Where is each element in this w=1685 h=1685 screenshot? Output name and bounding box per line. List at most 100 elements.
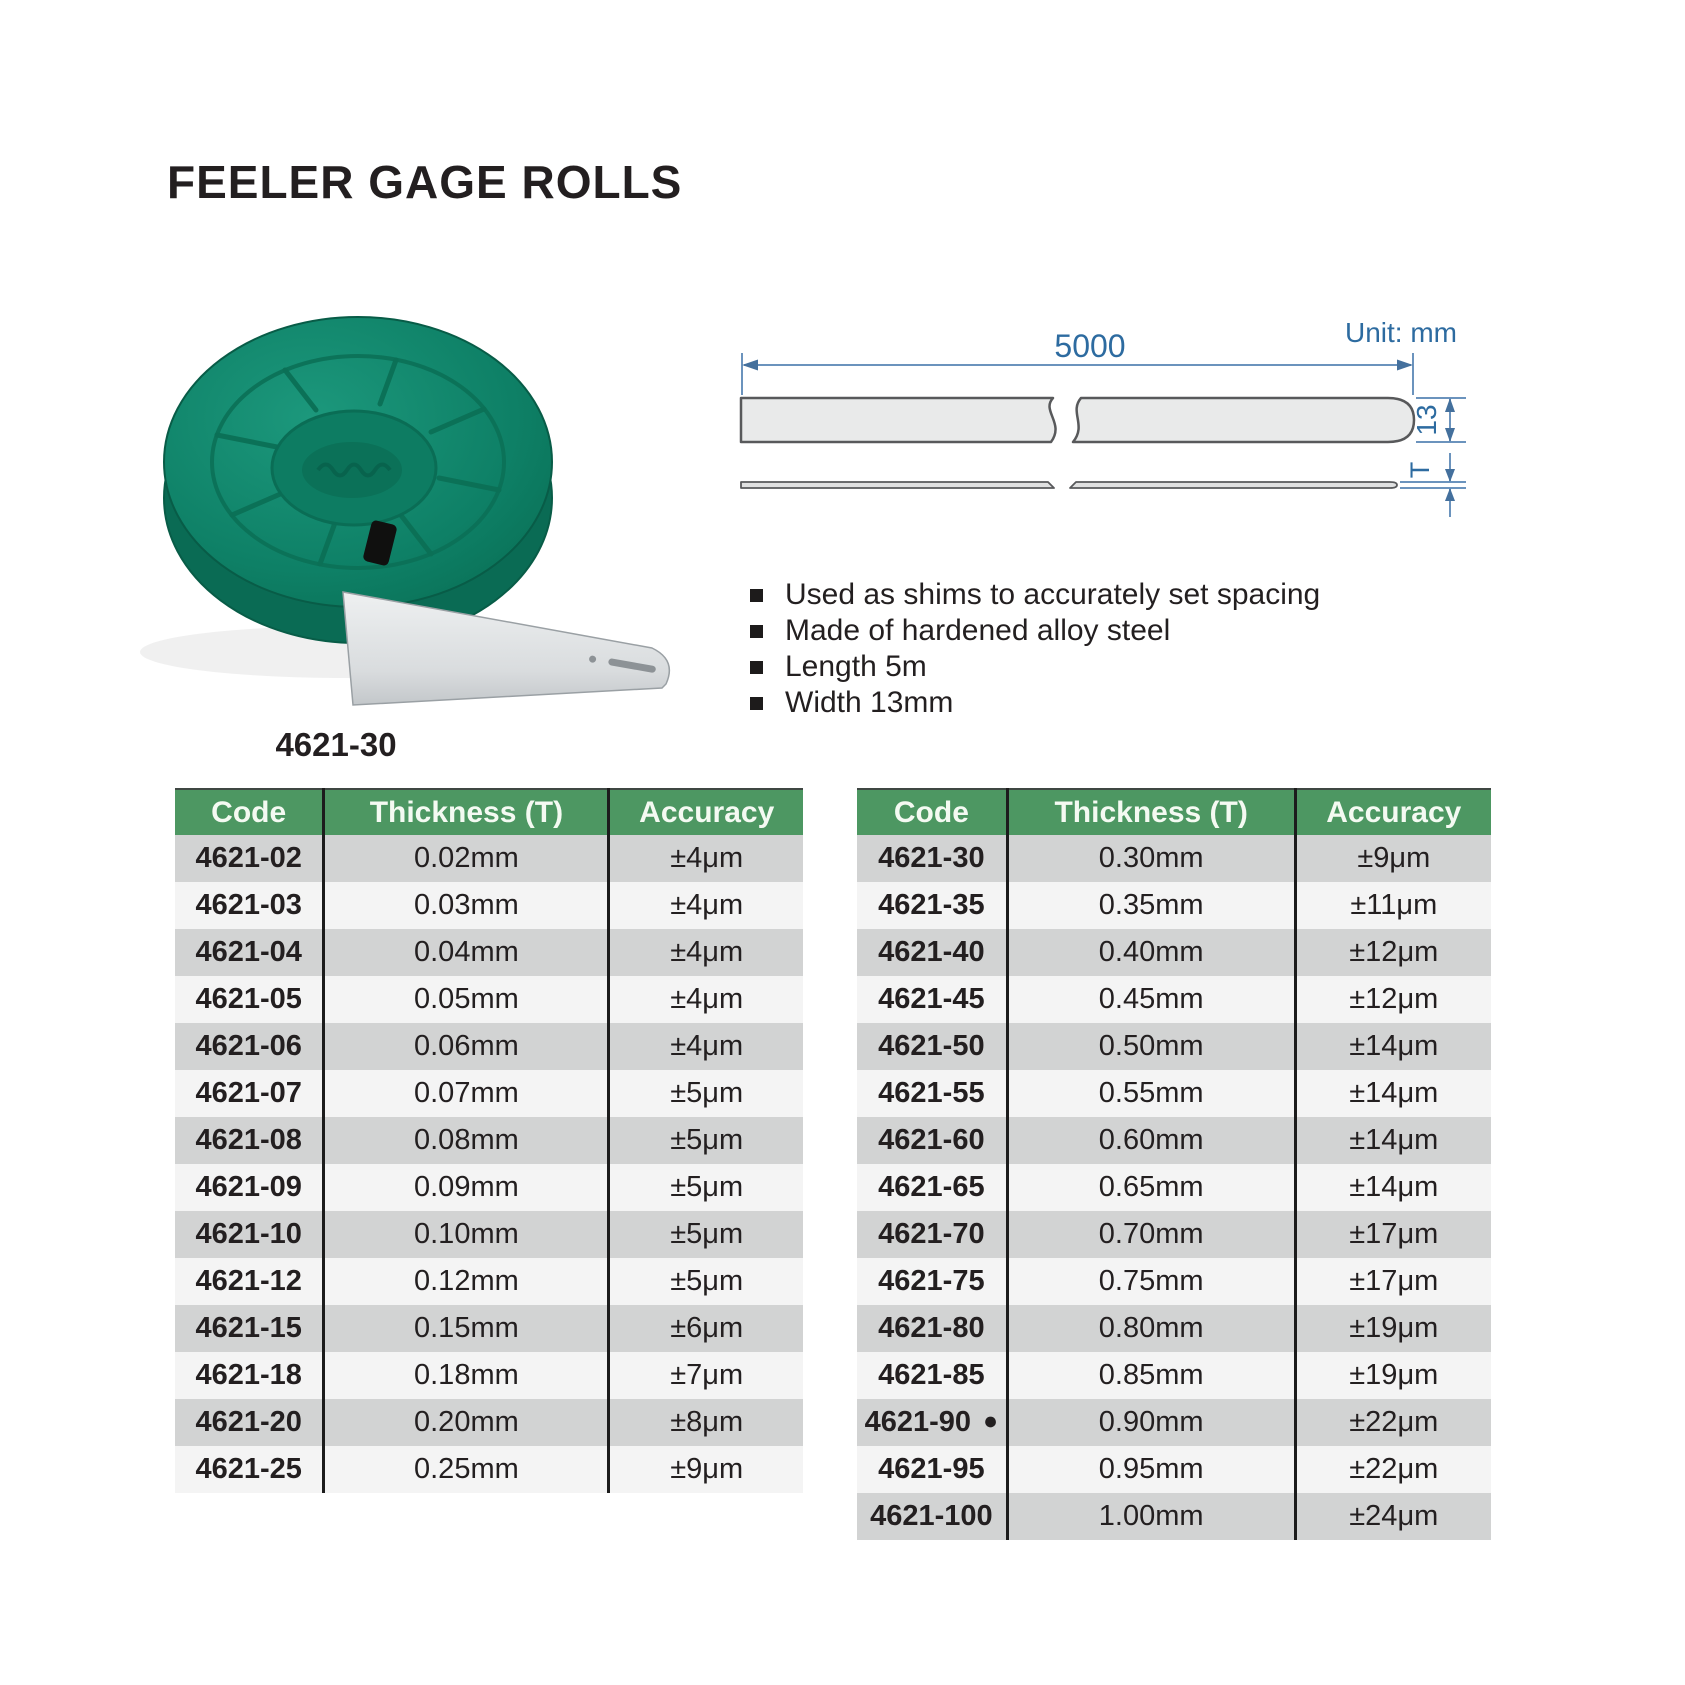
cell-thickness: 0.80mm <box>1007 1305 1297 1352</box>
cell-thickness: 0.06mm <box>323 1023 611 1070</box>
cell-accuracy: ±14μm <box>1349 1171 1439 1203</box>
cell-code: 4621-60 <box>857 1117 1009 1164</box>
cell-thickness: 0.07mm <box>323 1070 611 1117</box>
hub-emboss <box>302 442 402 498</box>
cell-code: 4621-35 <box>857 882 1009 929</box>
cell-code: 4621-65 <box>857 1164 1009 1211</box>
cell-accuracy: ±17μm <box>1349 1218 1439 1250</box>
table-row: 4621-15 0.15mm ±6μm <box>175 1305 803 1352</box>
table-row: 4621-08 0.08mm ±5μm <box>175 1117 803 1164</box>
table-header-row: Code Thickness (T) Accuracy <box>857 788 1491 835</box>
product-photo <box>140 240 700 710</box>
cell-code: 4621-90 ● <box>857 1399 1009 1446</box>
footnote-dot: ● <box>983 1407 999 1435</box>
cell-code: 4621-30 <box>857 835 1009 882</box>
disc-spokes <box>214 357 502 567</box>
cell-accuracy: ±4μm <box>670 889 744 921</box>
cell-code: 4621-08 <box>175 1117 326 1164</box>
table-row: 4621-80 0.80mm ±19μm <box>857 1305 1491 1352</box>
cell-accuracy: ±4μm <box>670 1030 744 1062</box>
tape-exit-slot <box>363 520 397 566</box>
cell-thickness: 0.90mm <box>1007 1399 1297 1446</box>
cell-thickness: 0.45mm <box>1007 976 1297 1023</box>
cell-thickness: 0.25mm <box>323 1446 611 1493</box>
cell-accuracy: ±5μm <box>670 1218 744 1250</box>
cell-code: 4621-45 <box>857 976 1009 1023</box>
cell-code: 4621-18 <box>175 1352 326 1399</box>
diagram-length-dimension: 5000 <box>1054 328 1125 364</box>
cell-accuracy: ±19μm <box>1349 1359 1439 1391</box>
cell-thickness: 0.09mm <box>323 1164 611 1211</box>
table-row: 4621-100 1.00mm ±24μm <box>857 1493 1491 1540</box>
table-row: 4621-06 0.06mm ±4μm <box>175 1023 803 1070</box>
diagram-width-dimension: 13 <box>1411 404 1442 435</box>
table-row: 4621-04 0.04mm ±4μm <box>175 929 803 976</box>
cell-accuracy: ±8μm <box>670 1406 744 1438</box>
square-bullet-icon <box>750 660 763 674</box>
cell-accuracy: ±5μm <box>670 1265 744 1297</box>
cell-thickness: 0.15mm <box>323 1305 611 1352</box>
cell-accuracy: ±14μm <box>1349 1124 1439 1156</box>
cell-code: 4621-06 <box>175 1023 326 1070</box>
strip-markings <box>589 655 656 673</box>
cell-code: 4621-03 <box>175 882 326 929</box>
cell-thickness: 0.95mm <box>1007 1446 1297 1493</box>
cell-code: 4621-15 <box>175 1305 326 1352</box>
table-row: 4621-12 0.12mm ±5μm <box>175 1258 803 1305</box>
cell-code: 4621-75 <box>857 1258 1009 1305</box>
cell-code: 4621-20 <box>175 1399 326 1446</box>
table-row: 4621-45 0.45mm ±12μm <box>857 976 1491 1023</box>
cell-thickness: 0.02mm <box>323 835 611 882</box>
cell-thickness: 0.75mm <box>1007 1258 1297 1305</box>
cell-code: 4621-70 <box>857 1211 1009 1258</box>
cell-code: 4621-07 <box>175 1070 326 1117</box>
cell-thickness: 0.40mm <box>1007 929 1297 976</box>
product-code-caption: 4621-30 <box>275 726 397 763</box>
table-row: 4621-02 0.02mm ±4μm <box>175 835 803 882</box>
gage-roll-illustration <box>140 316 670 706</box>
cell-accuracy: ±5μm <box>670 1171 744 1203</box>
table-row: 4621-95 0.95mm ±22μm <box>857 1446 1491 1493</box>
strip-top-view <box>739 396 1416 444</box>
diagram-thickness-dimension: T <box>1405 462 1435 479</box>
col-header-code: Code <box>175 788 326 835</box>
square-bullet-icon <box>750 624 763 638</box>
cell-accuracy: ±24μm <box>1349 1500 1439 1532</box>
feature-text: Made of hardened alloy steel <box>785 614 1171 647</box>
cell-thickness: 0.65mm <box>1007 1164 1297 1211</box>
cell-code: 4621-55 <box>857 1070 1009 1117</box>
disc-ring <box>210 354 506 570</box>
feature-text: Width 13mm <box>785 686 954 719</box>
cell-thickness: 0.70mm <box>1007 1211 1297 1258</box>
cell-accuracy: ±14μm <box>1349 1077 1439 1109</box>
cell-thickness: 0.05mm <box>323 976 611 1023</box>
cell-thickness: 0.12mm <box>323 1258 611 1305</box>
col-header-accuracy: Accuracy <box>1295 788 1491 835</box>
thickness-dimension-lines <box>1400 453 1466 517</box>
cell-code: 4621-10 <box>175 1211 326 1258</box>
cell-thickness: 0.60mm <box>1007 1117 1297 1164</box>
cell-accuracy: ±12μm <box>1349 983 1439 1015</box>
diagram-unit-label: Unit: mm <box>1345 317 1457 348</box>
cell-thickness: 0.10mm <box>323 1211 611 1258</box>
strip-side-view <box>740 481 1398 489</box>
table-row: 4621-35 0.35mm ±11μm <box>857 882 1491 929</box>
table-row: 4621-50 0.50mm ±14μm <box>857 1023 1491 1070</box>
cell-accuracy: ±22μm <box>1349 1406 1439 1438</box>
spec-table-left: Code Thickness (T) Accuracy 4621-02 0.02m… <box>175 788 803 1493</box>
table-row: 4621-25 0.25mm ±9μm <box>175 1446 803 1493</box>
thickness-arrowheads <box>1445 469 1455 501</box>
cell-thickness: 0.35mm <box>1007 882 1297 929</box>
feature-text: Used as shims to accurately set spacing <box>785 578 1321 611</box>
cell-accuracy: ±9μm <box>670 1453 744 1485</box>
table-row: 4621-18 0.18mm ±7μm <box>175 1352 803 1399</box>
cell-accuracy: ±6μm <box>670 1312 744 1344</box>
cell-code: 4621-50 <box>857 1023 1009 1070</box>
feature-item: Width 13mm <box>750 685 1320 721</box>
cell-thickness: 0.03mm <box>323 882 611 929</box>
dimension-diagram-svg: 5000 Unit: mm 13 <box>739 317 1466 517</box>
cell-accuracy: ±17μm <box>1349 1265 1439 1297</box>
cell-accuracy: ±7μm <box>670 1359 744 1391</box>
feature-list: Used as shims to accurately set spacing … <box>750 577 1320 721</box>
cell-thickness: 0.85mm <box>1007 1352 1297 1399</box>
